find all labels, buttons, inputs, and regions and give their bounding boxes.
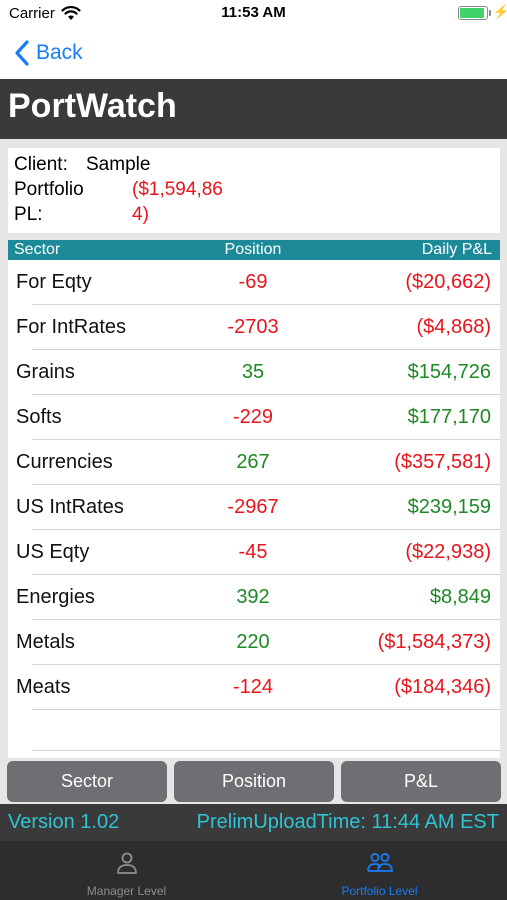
table-row[interactable]: US Eqty -45 ($22,938) <box>8 530 500 575</box>
pnl-cell: ($22,938) <box>405 541 491 563</box>
pnl-cell: ($357,581) <box>394 451 491 473</box>
table-row[interactable]: Energies 392 $8,849 <box>8 575 500 620</box>
main-content: Client: Sample Portfolio PL: ($1,594,86 … <box>0 139 507 804</box>
charging-bolt-icon: ⚡ <box>493 4 507 19</box>
version-label: Version 1.02 <box>8 811 120 833</box>
person-icon <box>116 852 137 874</box>
portfolio-pl-value-line1: ($1,594,86 <box>132 179 223 200</box>
portfolio-label: Portfolio <box>14 179 84 200</box>
sector-cell: For Eqty <box>16 271 92 293</box>
footer-bar: Version 1.02 PrelimUploadTime: 11:44 AM … <box>0 804 507 841</box>
wifi-icon <box>61 6 81 20</box>
sector-cell: Grains <box>16 361 75 383</box>
sector-cell: Energies <box>16 586 95 608</box>
sector-cell: US IntRates <box>16 496 124 518</box>
table-row[interactable]: Grains 35 $154,726 <box>8 350 500 395</box>
carrier-label: Carrier <box>9 5 55 22</box>
sector-cell: Currencies <box>16 451 113 473</box>
pnl-cell: ($1,584,373) <box>377 631 491 653</box>
position-cell: -229 <box>232 406 274 428</box>
pnl-cell: ($184,346) <box>394 676 491 698</box>
sector-cell: Meats <box>16 676 71 698</box>
table-row[interactable]: US IntRates -2967 $239,159 <box>8 485 500 530</box>
table-header: Sector Position Daily P&L <box>8 240 500 260</box>
sector-cell: US Eqty <box>16 541 90 563</box>
upload-time-label: PrelimUploadTime: 11:44 AM EST <box>196 811 499 833</box>
position-cell: -2967 <box>227 496 279 518</box>
client-value: Sample <box>86 154 151 175</box>
sector-cell: Metals <box>16 631 75 653</box>
position-cell: -124 <box>232 676 274 698</box>
sector-cell: Softs <box>16 406 62 428</box>
battery-icon <box>458 6 488 20</box>
table-row[interactable]: Softs -229 $177,170 <box>8 395 500 440</box>
table-row[interactable]: For Eqty -69 ($20,662) <box>8 260 500 305</box>
sector-cell: For IntRates <box>16 316 127 338</box>
table-row[interactable]: Meats -124 ($184,346) <box>8 665 500 710</box>
header-daily-pnl: Daily P&L <box>421 241 492 258</box>
sort-sector-button[interactable]: Sector <box>7 761 167 802</box>
app-title: PortWatch <box>8 87 177 125</box>
portfolio-pl-value-line2: 4) <box>132 204 149 225</box>
tab-manager-level[interactable]: Manager Level <box>0 841 253 900</box>
tab-label: Portfolio Level <box>341 884 418 898</box>
table-row[interactable]: Metals 220 ($1,584,373) <box>8 620 500 665</box>
back-button-label: Back <box>36 41 83 64</box>
position-cell: -69 <box>238 271 268 293</box>
header-sector: Sector <box>14 241 61 258</box>
position-cell: 220 <box>236 631 270 653</box>
pnl-cell: ($4,868) <box>416 316 492 338</box>
sector-table[interactable]: For Eqty -69 ($20,662) For IntRates -270… <box>8 260 500 758</box>
navigation-bar: Back <box>0 30 507 78</box>
title-bar: PortWatch <box>0 79 507 139</box>
pnl-cell: $239,159 <box>407 496 491 518</box>
header-position: Position <box>224 241 282 258</box>
status-bar: Carrier 11:53 AM ⚡ <box>0 0 507 30</box>
position-cell: 392 <box>236 586 270 608</box>
tab-bar: Manager Level Portfolio Level <box>0 841 507 900</box>
status-time: 11:53 AM <box>221 4 286 21</box>
position-cell: 35 <box>241 361 265 383</box>
pnl-cell: $154,726 <box>407 361 491 383</box>
pnl-cell: ($20,662) <box>405 271 491 293</box>
sort-position-button[interactable]: Position <box>174 761 334 802</box>
table-divider <box>32 750 500 751</box>
pl-label: PL: <box>14 204 43 225</box>
tab-portfolio-level[interactable]: Portfolio Level <box>253 841 506 900</box>
portfolio-summary: Client: Sample Portfolio PL: ($1,594,86 … <box>8 148 500 233</box>
people-icon <box>366 853 393 872</box>
position-cell: -2703 <box>227 316 279 338</box>
sort-pnl-button[interactable]: P&L <box>341 761 501 802</box>
table-row[interactable]: Currencies 267 ($357,581) <box>8 440 500 485</box>
table-row[interactable]: For IntRates -2703 ($4,868) <box>8 305 500 350</box>
position-cell: 267 <box>236 451 270 473</box>
pnl-cell: $8,849 <box>429 586 491 608</box>
battery-tip <box>489 10 491 16</box>
position-cell: -45 <box>238 541 268 563</box>
pnl-cell: $177,170 <box>407 406 491 428</box>
sort-buttons: Sector Position P&L <box>0 761 507 803</box>
client-label: Client: <box>14 154 68 175</box>
back-button[interactable]: Back <box>14 38 83 68</box>
tab-label: Manager Level <box>86 884 167 898</box>
chevron-left-icon <box>15 40 29 66</box>
